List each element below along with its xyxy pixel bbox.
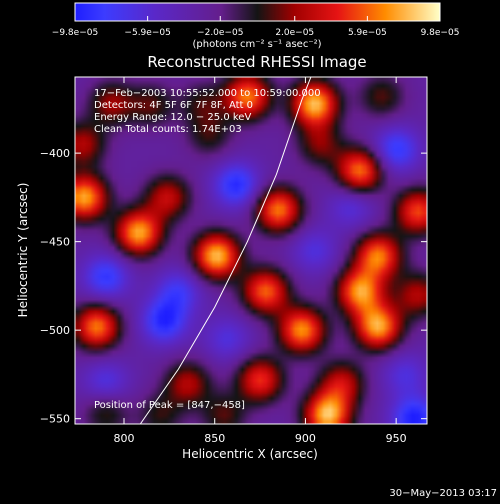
- header-line-energy: Energy Range: 12.0 − 25.0 keV: [94, 112, 251, 123]
- colorbar-tick-label: −2.0e−05: [197, 28, 243, 38]
- plot-frame: [74, 76, 428, 425]
- x-tick-label: 850: [204, 432, 225, 445]
- x-tick-label: 900: [295, 432, 316, 445]
- colorbar: [74, 2, 441, 22]
- peak-position-label: Position of Peak = [847,−458]: [94, 400, 245, 411]
- x-tick-label: 800: [113, 432, 134, 445]
- colorbar-tick-label: 5.9e−05: [348, 28, 387, 38]
- x-axis-label: Heliocentric X (arcsec): [182, 447, 318, 461]
- header-line-time: 17−Feb−2003 10:55:52.000 to 10:59:00.000: [94, 88, 321, 99]
- solar-limb-line: [139, 77, 312, 424]
- colorbar-tick-label: 9.8e−05: [421, 28, 460, 38]
- colorbar-tick-label: 2.0e−05: [275, 28, 314, 38]
- y-tick-label: −450: [40, 236, 70, 249]
- y-axis-label: Heliocentric Y (arcsec): [16, 183, 30, 318]
- heatmap-image: [75, 77, 427, 424]
- timestamp: 30−May−2013 03:17: [389, 488, 497, 499]
- chart-title: Reconstructed RHESSI Image: [147, 53, 366, 71]
- header-line-clean: Clean Total counts: 1.74E+03: [94, 124, 242, 135]
- colorbar-tick-label: −9.8e−05: [52, 28, 98, 38]
- y-tick-label: −400: [40, 147, 70, 160]
- colorbar-units: (photons cm⁻² s⁻¹ asec⁻²): [192, 39, 321, 50]
- y-tick-label: −500: [40, 324, 70, 337]
- x-tick-label: 950: [386, 432, 407, 445]
- colorbar-tick-label: −5.9e−05: [124, 28, 170, 38]
- y-tick-label: −550: [40, 413, 70, 426]
- header-line-detectors: Detectors: 4F 5F 6F 7F 8F, Att 0: [94, 100, 253, 111]
